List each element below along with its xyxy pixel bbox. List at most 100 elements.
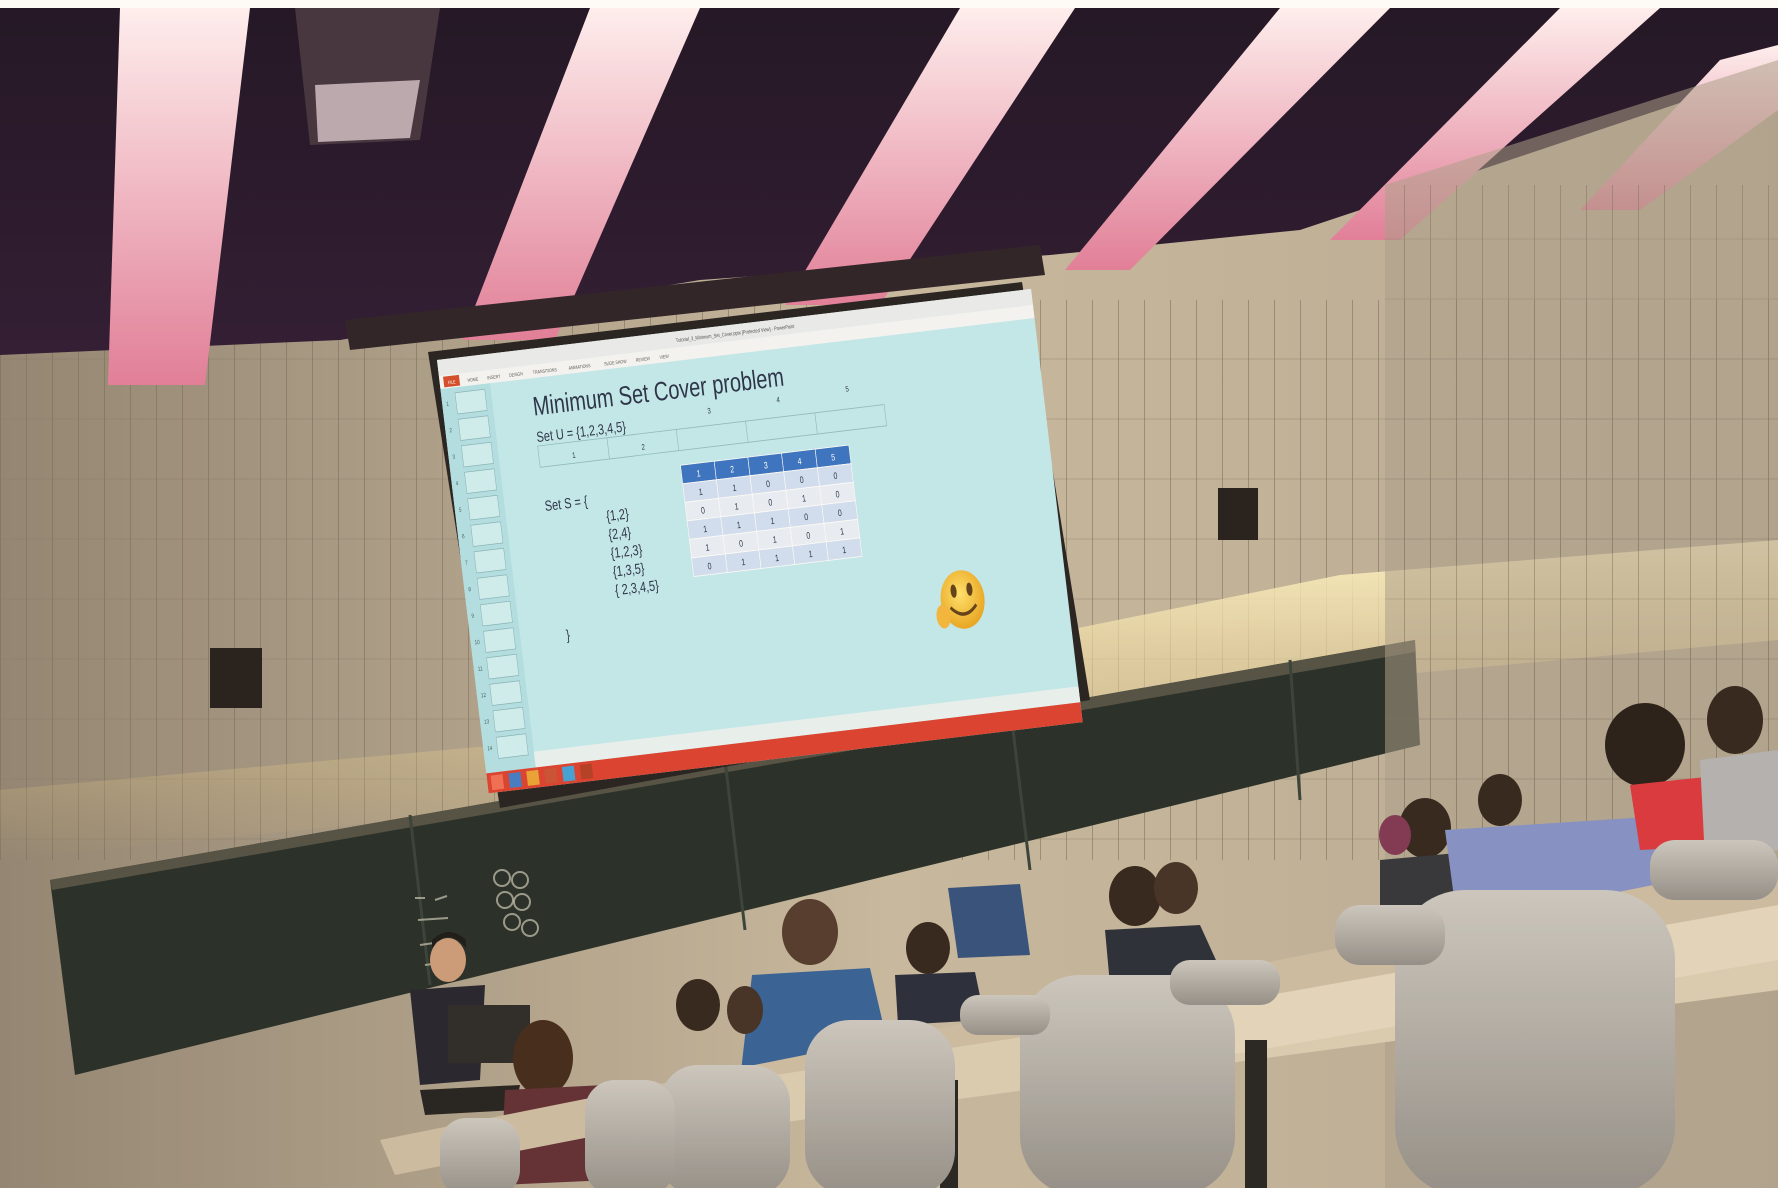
slide-thumbnail[interactable] [461,441,494,468]
chair [1395,890,1675,1196]
chair [1020,975,1235,1196]
matrix-cell-value: 1 [840,526,845,537]
slide-thumbnail[interactable] [473,547,507,574]
slide-thumbnail[interactable] [467,494,501,521]
ribbon-tab-review[interactable]: REVIEW [635,356,650,363]
chair [585,1080,675,1196]
ribbon-tab-insert[interactable]: INSERT [487,373,501,380]
set-s-item: {1,2,3} [610,541,644,562]
slide-thumbnail-number: 4 [455,481,458,488]
left-speaker [210,648,262,708]
ribbon-tab-file-label: FILE [448,379,456,386]
windows-taskbar [486,702,1083,794]
matrix-cell-value: 1 [703,524,708,535]
matrix-cell-value: 0 [837,508,842,519]
matrix-cell-value: 0 [833,471,838,482]
slide-thumbnail[interactable] [483,627,516,653]
slide-thumbnail[interactable] [464,468,497,494]
ribbon-tab-design[interactable]: DESIGN [509,371,523,378]
set-s-item: {2,4} [607,523,632,543]
matrix-cell-value: 0 [768,497,773,508]
ceiling-light [1065,8,1390,270]
matrix-cell-value: 1 [705,543,710,554]
slide-thumbnail[interactable] [454,388,488,415]
slide-thumbnail[interactable] [492,706,526,733]
chalk-writing [415,869,539,966]
u-header-2: 2 [641,444,645,452]
slide-thumbnail-number: 12 [481,692,487,699]
u-header-row [537,404,888,468]
ribbon-tab-slide-show[interactable]: SLIDE SHOW [604,358,627,366]
matrix-header-label: 5 [831,452,836,463]
ceiling-light [108,8,250,385]
u-header-4: 4 [776,397,780,405]
ribbon-tab-view[interactable]: VIEW [659,353,669,360]
slide-thumbnail[interactable] [486,653,520,680]
taskbar-app-icon[interactable] [544,767,558,784]
set-s-close: } [565,626,571,643]
matrix-cell-value: 1 [808,549,813,560]
matrix-cell-value: 1 [698,487,703,498]
matrix-cell-value: 1 [842,545,847,556]
slide-thumbnail[interactable] [476,574,510,600]
matrix-cell-value: 1 [772,534,777,545]
chair [960,995,1050,1035]
slide-thumbnail-number: 7 [465,560,468,567]
slide-thumbnail[interactable] [489,680,523,706]
chair [440,1118,520,1196]
ribbon-tab-file[interactable] [443,374,461,388]
matrix-cell-value: 0 [835,489,840,500]
ribbon-tab-home[interactable]: HOME [467,376,478,383]
matrix-cell-value: 1 [741,557,746,568]
screen-housing [345,245,1045,350]
set-s-item: {1,2} [605,505,630,525]
slide-thumbnail-number: 1 [446,401,449,408]
slide-thumbnail[interactable] [457,415,491,441]
matrix-header-label: 1 [696,468,701,479]
projection-screen: Tutorial_3_Minimum_Set_Cover.pptx [Prote… [428,282,1090,808]
matrix-cell-value: 0 [707,561,712,572]
u-header-1: 1 [572,452,576,460]
matrix-header-label: 3 [763,460,768,471]
matrix-cell-value: 1 [774,553,779,564]
matrix-cell [825,537,863,561]
window-titlebar [437,288,1033,376]
set-s-item: { 2,3,4,5} [614,577,660,599]
ceiling-light [785,8,1075,305]
photo-border-bottom [0,1188,1778,1196]
right-speaker [1218,488,1258,540]
taskbar-app-icon[interactable] [526,769,540,786]
slide-thumbnail-number: 13 [484,719,490,726]
slide-thumbnail-number: 5 [459,507,462,514]
matrix-cell-value: 1 [770,516,775,527]
ribbon-tab-animations[interactable]: ANIMATIONS [568,363,591,371]
incidence-matrix: 1 2 3 4 5 1 1 0 0 0 0 1 0 1 0 1 1 1 0 0 1 0 1 0 1 0 1 1 1 1 [680,444,863,577]
front-chair [948,884,1030,958]
podium [420,1085,520,1115]
matrix-cell-value: 0 [806,530,811,541]
slide-thumbnail-number: 11 [478,666,483,673]
taskbar-app-icon[interactable] [561,765,576,782]
status-bar [533,686,1081,768]
matrix-header-label: 2 [730,464,735,475]
taskbar-app-icon[interactable] [508,772,523,789]
start-button-icon[interactable] [490,774,505,791]
vent-grille [315,80,420,142]
smiley-face-icon [936,570,985,629]
matrix-cell-value: 1 [801,493,806,504]
ribbon-tab-transitions[interactable]: TRANSITIONS [533,367,558,376]
slide-thumbnail-number: 8 [468,587,471,594]
matrix-cell-value: 0 [799,475,804,486]
taskbar-powerpoint-icon[interactable] [579,763,594,780]
ribbon [438,304,1035,390]
matrix-cell-value: 1 [736,520,741,531]
matrix-cell-value: 0 [766,479,771,490]
ceiling-light [462,8,700,340]
slide-thumbnail[interactable] [479,600,513,627]
slide-thumbnail[interactable] [470,521,504,547]
matrix-cell-value: 0 [700,505,705,516]
slide-thumbnail-number: 14 [487,745,493,752]
slide-thumbnail[interactable] [495,733,529,759]
